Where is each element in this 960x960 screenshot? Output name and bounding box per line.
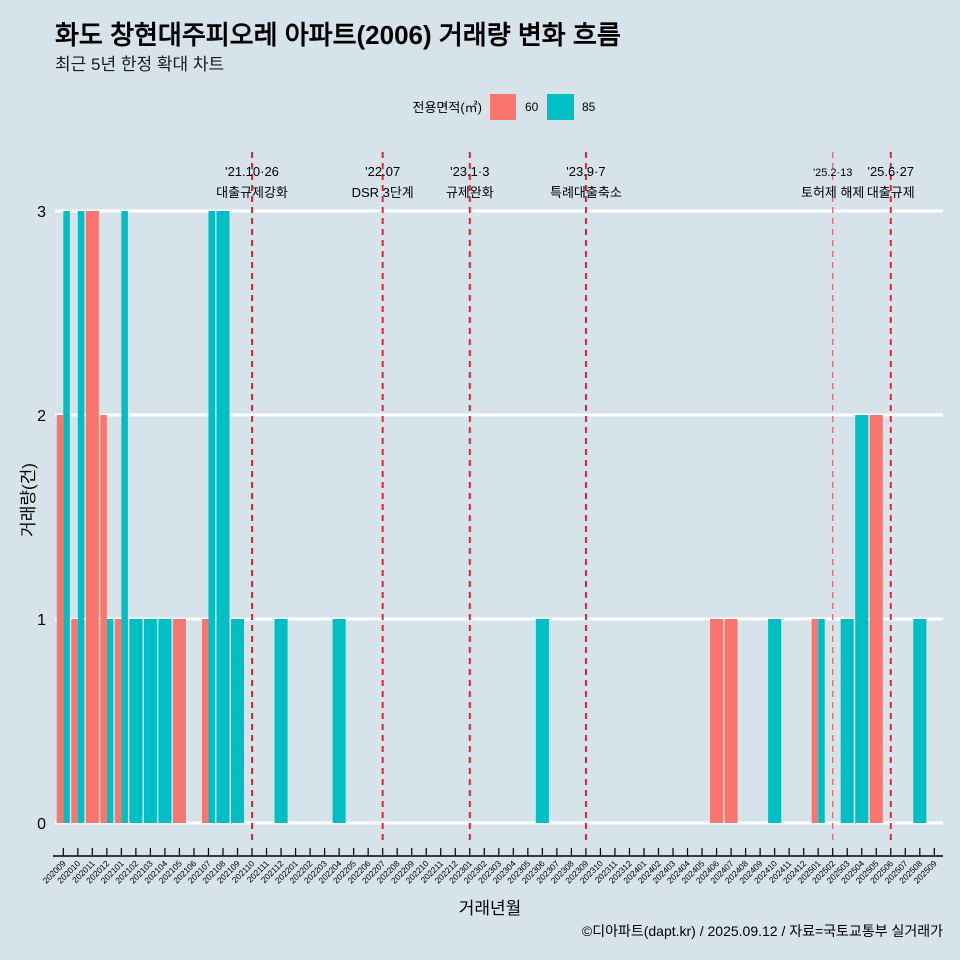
y-tick-label: 2 xyxy=(37,408,46,425)
bars xyxy=(56,211,927,823)
legend-key-85 xyxy=(547,94,574,120)
bar-60-202107 xyxy=(201,619,209,823)
gridlines xyxy=(55,209,943,825)
bar-85-202107 xyxy=(208,211,216,823)
bar-85-202102 xyxy=(129,619,143,823)
bar-85-202109 xyxy=(230,619,245,823)
legend-label-60: 60 xyxy=(525,100,539,114)
bar-60-202012 xyxy=(100,415,107,823)
bar-85-202306 xyxy=(535,619,549,823)
event-date-label: '23.9·7 xyxy=(566,164,605,179)
bar-85-202012 xyxy=(106,619,114,823)
chart-title: 화도 창현대주피오레 아파트(2006) 거래량 변화 흐름 xyxy=(55,20,621,50)
event-date-label: '23.1·3 xyxy=(450,164,489,179)
bar-60-202105 xyxy=(172,619,186,823)
bar-85-202104 xyxy=(158,619,172,823)
bar-85-202410 xyxy=(768,619,782,823)
bar-85-202503 xyxy=(840,619,854,823)
event-label: 규제완화 xyxy=(446,185,494,200)
event-label: DSR 3단계 xyxy=(352,185,414,200)
event-date-label: '22.07 xyxy=(365,164,400,179)
event-label: 특례대출축소 xyxy=(550,185,622,200)
bar-85-202504 xyxy=(855,415,869,823)
bar-85-202108 xyxy=(216,211,230,823)
bar-85-202009 xyxy=(63,211,70,823)
bar-60-202011 xyxy=(85,211,99,823)
bar-85-202112 xyxy=(274,619,288,823)
y-tick-label: 1 xyxy=(37,612,46,629)
bar-85-202103 xyxy=(143,619,157,823)
bar-60-202501 xyxy=(811,619,819,823)
y-axis-title: 거래량(건) xyxy=(19,463,38,537)
bar-85-202204 xyxy=(332,619,346,823)
bar-85-202101 xyxy=(121,211,128,823)
event-date-label: '25.2·13 xyxy=(813,167,852,179)
event-label: 토허제 해제 xyxy=(801,185,864,200)
legend-key-60 xyxy=(490,94,516,120)
legend-title: 전용면적(㎡) xyxy=(413,100,483,115)
bar-60-202505 xyxy=(869,415,883,823)
chart-subtitle: 최근 5년 한정 확대 차트 xyxy=(55,55,224,74)
x-axis-title: 거래년월 xyxy=(459,899,522,918)
legend-label-85: 85 xyxy=(582,100,596,114)
y-axis-ticks: 0 1 2 3 xyxy=(37,204,46,833)
bar-60-202407 xyxy=(724,619,738,823)
bar-60-202010 xyxy=(71,619,78,823)
event-label: 대출규제 xyxy=(867,185,915,200)
bar-85-202508 xyxy=(913,619,927,823)
event-date-label: '25.6·27 xyxy=(867,164,914,179)
event-label: 대출규제강화 xyxy=(216,185,288,200)
event-annotations: '21.10·26 대출규제강화 '22.07 DSR 3단계 '23.1·3 규제완화 '… xyxy=(216,152,915,842)
event-date-label: '21.10·26 xyxy=(225,164,279,179)
bar-60-202406 xyxy=(710,619,724,823)
bar-60-202101 xyxy=(114,619,122,823)
caption: ©디아파트(dapt.kr) / 2025.09.12 / 자료=국토교통부 실… xyxy=(582,923,943,939)
y-tick-label: 3 xyxy=(37,204,46,221)
y-tick-label: 0 xyxy=(37,816,46,833)
bar-85-202010 xyxy=(77,211,85,823)
bar-85-202501 xyxy=(818,619,825,823)
legend: 전용면적(㎡) 60 85 xyxy=(413,94,596,120)
bar-60-202009 xyxy=(56,415,64,823)
